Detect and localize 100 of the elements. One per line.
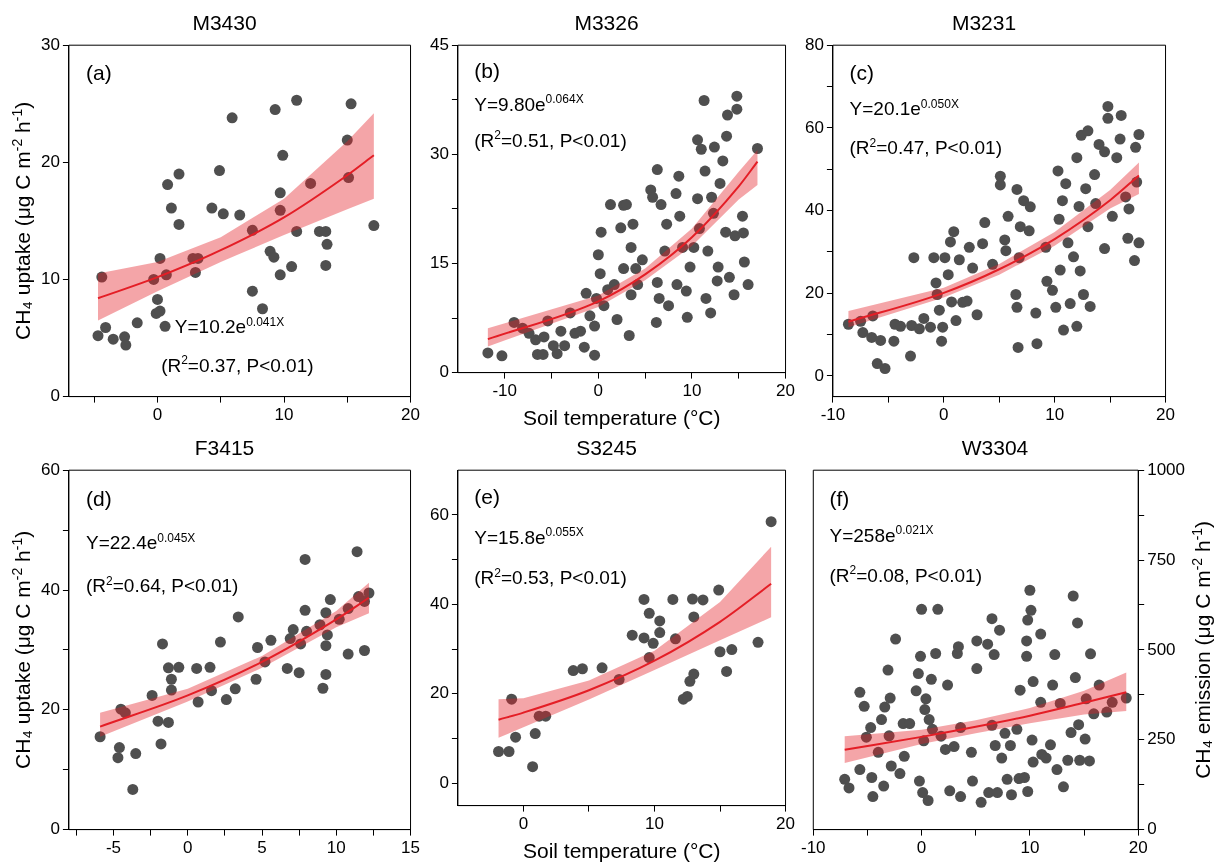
point [721,665,733,677]
point [274,204,286,216]
point [156,638,168,650]
y-tick-label: 80 [804,34,824,54]
y2-axis-title: CH₄ emission (μg C m-2 h-1) [1188,520,1214,779]
y2-tick-label: 250 [1147,729,1176,749]
y-tick-label: 0 [439,772,449,792]
y-tick-label: 30 [429,144,449,164]
point [638,593,650,605]
point [596,662,608,674]
point [165,202,177,214]
y-tick-label: 45 [429,34,449,54]
point [206,202,218,214]
y2-tick-label: 500 [1147,639,1176,659]
point [654,627,666,639]
point [510,731,522,743]
point [506,693,518,705]
point [281,662,293,674]
x-tick-label: 0 [518,814,529,834]
x-tick-label: -10 [492,381,517,401]
point [765,516,777,528]
point [576,663,588,675]
chart-title: M3430 [192,11,257,35]
x-tick-label: 10 [1020,838,1040,858]
point [321,629,333,641]
point [152,715,164,727]
point [112,752,124,764]
x-tick-label: 5 [257,838,267,858]
point [220,694,232,706]
point [317,682,329,694]
point [342,648,354,660]
x-tick-label: 20 [776,814,796,834]
point [284,633,296,645]
point [189,266,201,278]
x-tick-label: 0 [152,405,163,425]
point [252,642,264,653]
y-tick-label: 20 [40,699,60,719]
point [345,98,357,110]
point [714,646,726,658]
point [647,637,659,649]
point [688,611,700,623]
point [229,683,241,695]
point [726,644,738,656]
point [162,179,174,191]
point [299,553,311,565]
point [154,252,166,264]
y-tick-label: 40 [429,594,449,614]
point [269,104,281,116]
point [265,634,277,646]
x-tick-label: 15 [401,838,421,858]
point [643,652,655,664]
annotation: (e) [474,484,500,508]
point [131,317,143,329]
point [687,593,698,605]
point [667,593,679,605]
point [286,261,298,273]
point [96,271,108,283]
point [493,745,505,757]
point [529,728,541,740]
x-tick-label: 20 [1156,405,1176,425]
x-tick-label: 20 [776,381,796,401]
x-tick-label: -5 [105,838,122,858]
y-tick-label: 20 [804,282,824,302]
point [527,761,539,773]
point [503,745,515,757]
point [368,220,380,232]
y2-tick-label: 1000 [1147,459,1186,479]
point [246,285,258,297]
chart-title: W3304 [961,436,1029,460]
point [92,330,104,342]
point [320,668,332,680]
point [120,339,132,351]
x-tick-label: 10 [326,838,346,858]
point [154,305,166,317]
point [173,661,185,673]
chart-title: M3231 [951,11,1017,35]
point [226,112,238,124]
x-tick-label: 10 [1045,405,1065,425]
point [638,632,650,644]
point [165,673,177,685]
chart-title: S3245 [576,436,637,460]
point [291,94,303,106]
point [214,636,226,648]
point [232,611,244,623]
point [100,321,112,333]
point [127,783,139,795]
point [654,615,666,627]
x-axis-title: Soil temperature (°C) [523,406,721,429]
point [234,209,246,221]
x-axis-title: Soil temperature (°C) [523,839,721,862]
point [173,218,185,230]
point [162,716,174,728]
point [192,696,204,708]
point [130,748,142,760]
x-tick-label: -10 [820,405,846,425]
point [320,259,332,271]
x-tick-label: 10 [274,405,294,425]
point [301,625,313,637]
x-tick-label: 10 [645,814,664,834]
chart-title: F3415 [194,436,255,460]
